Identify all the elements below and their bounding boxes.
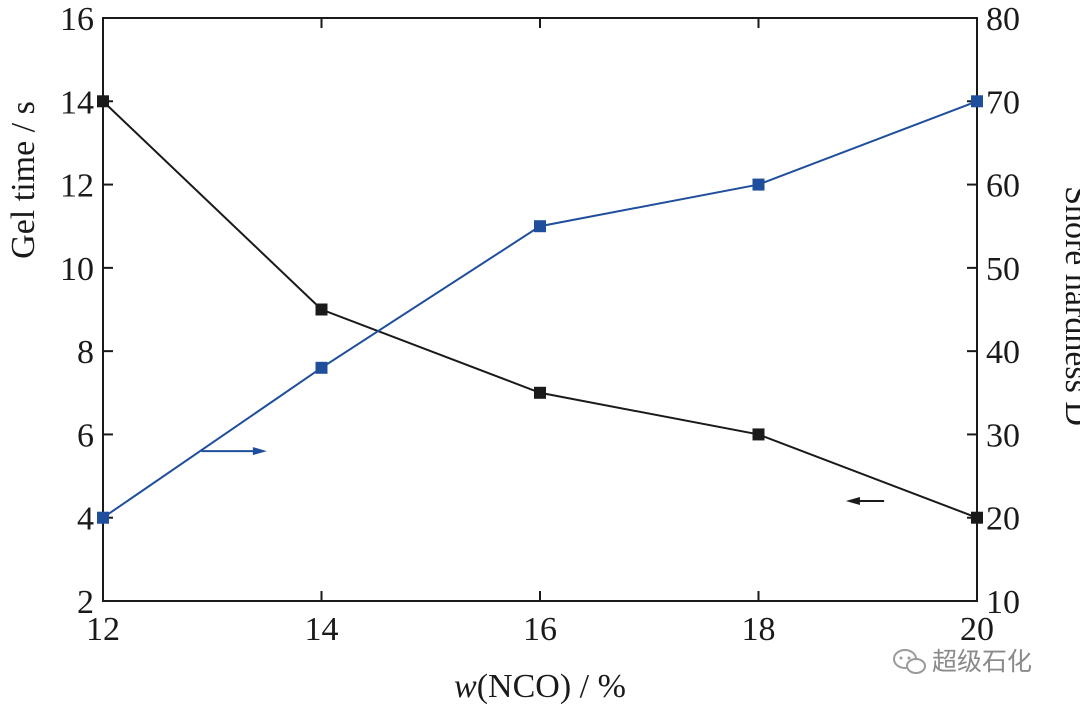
y-right-tick-label: 40 xyxy=(986,334,1020,371)
y-left-tick-label: 14 xyxy=(60,84,94,121)
x-tick-label: 16 xyxy=(523,611,557,648)
watermark-text: 超级石化 xyxy=(932,647,1032,676)
data-point-right xyxy=(97,511,109,524)
y-left-tick-label: 12 xyxy=(60,168,94,205)
y-right-tick-label: 30 xyxy=(986,417,1020,454)
y-right-tick-label: 80 xyxy=(986,1,1020,38)
x-axis-title-rest: (NCO) / % xyxy=(477,668,626,705)
data-point-left xyxy=(971,511,983,524)
y-left-tick-label: 2 xyxy=(77,584,94,621)
left-axis-arrowhead xyxy=(845,497,860,506)
y-left-tick-label: 6 xyxy=(77,417,94,454)
y-right-tick-label: 70 xyxy=(986,84,1020,121)
data-point-right xyxy=(534,220,546,233)
y-left-tick-label: 8 xyxy=(77,334,94,371)
y-left-tick-label: 10 xyxy=(60,251,94,288)
y-left-tick-label: 16 xyxy=(60,1,94,38)
data-point-right xyxy=(752,178,765,191)
y-right-tick-label: 10 xyxy=(986,584,1020,621)
data-point-right xyxy=(315,361,328,374)
annotations xyxy=(201,447,885,506)
plot-frame-group xyxy=(102,17,978,602)
data-point-left xyxy=(752,428,765,441)
y-left-tick-label: 4 xyxy=(77,501,94,538)
x-tick-label: 18 xyxy=(742,611,776,648)
data-point-left xyxy=(315,303,328,316)
data-point-left xyxy=(534,386,546,399)
data-point-left xyxy=(97,95,109,108)
y-left-axis-title: Gel time / s xyxy=(5,101,42,259)
right-axis-arrowhead xyxy=(252,447,267,456)
y-right-tick-label: 20 xyxy=(986,501,1020,538)
wechat-icon xyxy=(893,649,926,674)
watermark: 超级石化 xyxy=(893,647,1032,676)
y-right-tick-label: 50 xyxy=(986,251,1020,288)
y-right-axis-title: Shore hardness D xyxy=(1058,186,1080,426)
x-axis-title: w(NCO) / % xyxy=(454,668,626,705)
y-right-tick-label: 60 xyxy=(986,168,1020,205)
series-line-left xyxy=(102,100,978,519)
x-tick-label: 14 xyxy=(305,611,339,648)
x-tick-label: 20 xyxy=(960,611,994,648)
x-axis-title-italic: w xyxy=(454,668,477,705)
series-layer xyxy=(97,95,983,524)
x-tick-label: 12 xyxy=(86,611,120,648)
plot-frame xyxy=(102,17,978,602)
series-line-right xyxy=(102,100,978,519)
data-point-right xyxy=(971,95,983,108)
